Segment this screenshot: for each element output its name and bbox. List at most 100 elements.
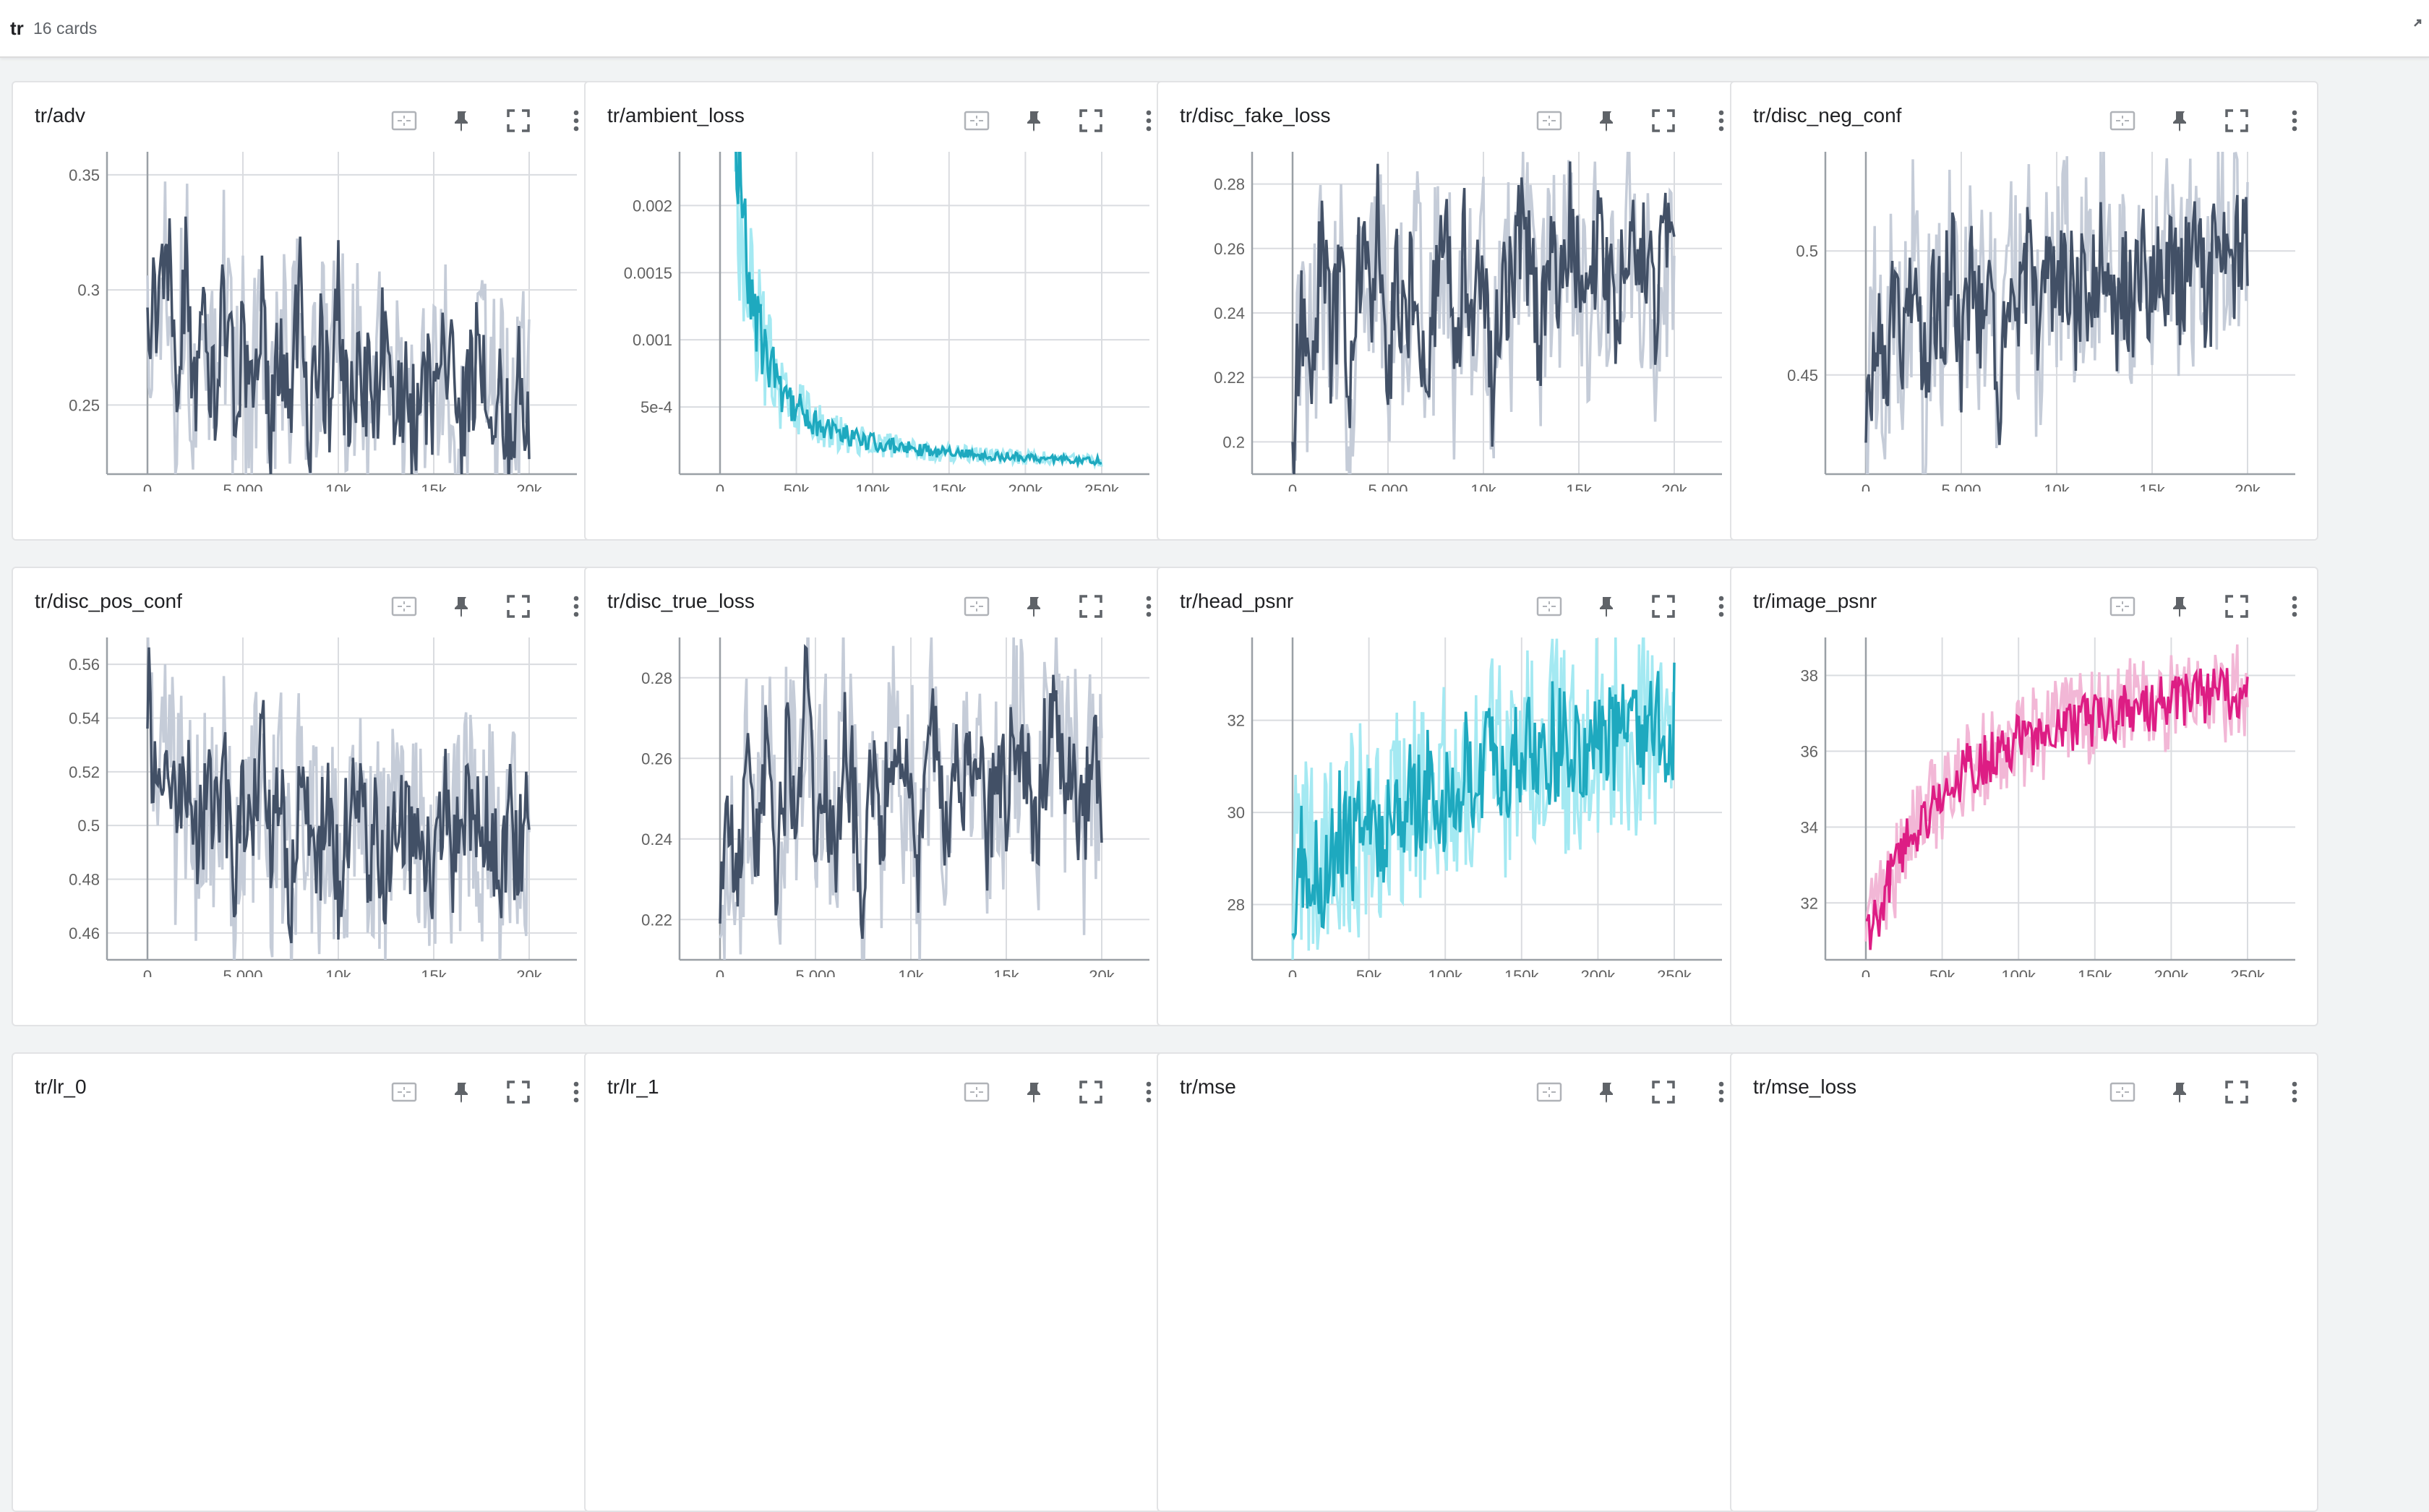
line-chart[interactable]: 32 34 36 38 0 50k 100k 150k 200k 250k xyxy=(1731,636,2317,985)
pin-icon[interactable] xyxy=(1590,590,1624,623)
card-title: tr/head_psnr xyxy=(1180,590,1294,612)
fullscreen-icon[interactable] xyxy=(1647,1075,1680,1109)
x-tick-label: 250k xyxy=(2230,967,2266,977)
card-title: tr/disc_neg_conf xyxy=(1753,104,1902,126)
pin-icon[interactable] xyxy=(445,104,479,137)
x-tick-label: 0 xyxy=(716,481,724,491)
fullscreen-icon[interactable] xyxy=(1074,104,1108,137)
fit-domain-icon[interactable] xyxy=(2106,590,2139,623)
pin-icon[interactable] xyxy=(1018,104,1051,137)
y-tick-label: 32 xyxy=(1801,894,1818,912)
fullscreen-icon[interactable] xyxy=(1074,590,1108,623)
series-group xyxy=(146,637,531,960)
pin-icon[interactable] xyxy=(1018,590,1051,623)
pin-icon[interactable] xyxy=(1590,104,1624,137)
pin-icon[interactable] xyxy=(1018,1075,1051,1109)
scalar-card[interactable]: tr/mse xyxy=(1157,1052,1745,1512)
series-group xyxy=(1291,637,1676,960)
x-tick-label: 0 xyxy=(1288,967,1297,977)
line-chart[interactable]: 0.25 0.3 0.35 0 5,000 10k 15k 20k xyxy=(13,150,599,499)
scalar-card[interactable]: tr/lr_0 xyxy=(12,1052,600,1512)
scalar-card[interactable]: tr/image_psnr 32 34 36 38 0 50k 100k 150k 200k 250… xyxy=(1730,567,2318,1026)
fullscreen-icon[interactable] xyxy=(2220,590,2253,623)
fit-domain-icon[interactable] xyxy=(1533,1075,1566,1109)
fit-domain-icon[interactable] xyxy=(960,590,993,623)
scalar-card[interactable]: tr/lr_1 xyxy=(584,1052,1173,1512)
fullscreen-icon[interactable] xyxy=(502,1075,535,1109)
fit-domain-icon[interactable] xyxy=(960,104,993,137)
y-tick-label: 0.45 xyxy=(1787,366,1818,385)
fullscreen-icon[interactable] xyxy=(2220,1075,2253,1109)
pin-icon[interactable] xyxy=(2164,1075,2197,1109)
series-group xyxy=(1291,152,1676,474)
fullscreen-icon[interactable] xyxy=(1647,104,1680,137)
fit-domain-icon[interactable] xyxy=(387,590,421,623)
pin-icon[interactable] xyxy=(445,1075,479,1109)
series-group xyxy=(719,637,1103,960)
card-title: tr/disc_true_loss xyxy=(607,590,755,612)
more-vert-icon[interactable] xyxy=(1705,104,1738,137)
x-tick-label: 10k xyxy=(325,967,351,977)
scalar-card[interactable]: tr/adv 0.25 0.3 0.35 0 5,000 10k 15k 20k xyxy=(12,81,600,541)
more-vert-icon[interactable] xyxy=(2278,104,2311,137)
more-vert-icon[interactable] xyxy=(2278,590,2311,623)
fullscreen-icon[interactable] xyxy=(1074,1075,1108,1109)
fullscreen-icon[interactable] xyxy=(1647,590,1680,623)
scalar-card[interactable]: tr/disc_neg_conf 0.45 0.5 0 5,000 10k 15k 20k xyxy=(1730,81,2318,541)
fullscreen-icon[interactable] xyxy=(502,590,535,623)
fit-domain-icon[interactable] xyxy=(387,1075,421,1109)
scalar-card[interactable]: tr/head_psnr 28 30 32 0 50k 100k 150k 200k 250k xyxy=(1157,567,1745,1026)
line-chart[interactable]: 28 30 32 0 50k 100k 150k 200k 250k xyxy=(1158,636,1744,985)
y-tick-label: 34 xyxy=(1801,818,1818,836)
smoothed-series-line xyxy=(734,152,1102,469)
x-tick-label: 50k xyxy=(784,481,810,491)
line-chart[interactable]: 0.22 0.24 0.26 0.28 0 5,000 10k 15k 20k xyxy=(586,636,1171,985)
x-tick-label: 100k xyxy=(2001,967,2036,977)
chart-svg: 0.2 0.22 0.24 0.26 0.28 0 5,000 10k 15k 20k xyxy=(1214,152,1722,499)
line-chart[interactable]: 0.2 0.22 0.24 0.26 0.28 0 5,000 10k 15k 20k xyxy=(1158,150,1744,499)
more-vert-icon[interactable] xyxy=(560,590,593,623)
y-tick-label: 0.35 xyxy=(69,166,100,184)
group-header[interactable]: tr 16 cards xyxy=(0,0,2429,58)
smoothed-series-line xyxy=(1291,662,1676,941)
scalar-card[interactable]: tr/disc_pos_conf 0.46 0.48 0.5 0.52 0.54 0.56 0… xyxy=(12,567,600,1026)
pin-icon[interactable] xyxy=(1590,1075,1624,1109)
x-tick-label: 0 xyxy=(143,967,152,977)
card-title: tr/mse_loss xyxy=(1753,1075,1857,1098)
fit-domain-icon[interactable] xyxy=(1533,590,1566,623)
pin-icon[interactable] xyxy=(2164,590,2197,623)
y-tick-label: 0.26 xyxy=(1214,240,1245,258)
fit-domain-icon[interactable] xyxy=(2106,104,2139,137)
fit-domain-icon[interactable] xyxy=(1533,104,1566,137)
chart-svg: 0.22 0.24 0.26 0.28 0 5,000 10k 15k 20k xyxy=(641,637,1149,985)
scalar-card[interactable]: tr/mse_loss xyxy=(1730,1052,2318,1512)
line-chart[interactable]: 0.45 0.5 0 5,000 10k 15k 20k xyxy=(1731,150,2317,499)
collapse-icon[interactable] xyxy=(2407,14,2429,36)
scalar-card[interactable]: tr/ambient_loss 5e-4 0.001 0.0015 0.002 0 50k 1… xyxy=(584,81,1173,541)
more-vert-icon[interactable] xyxy=(1705,590,1738,623)
scalar-card[interactable]: tr/disc_fake_loss 0.2 0.22 0.24 0.26 0.28 0 5,0… xyxy=(1157,81,1745,541)
series-group xyxy=(146,181,531,474)
pin-icon[interactable] xyxy=(445,590,479,623)
chart-svg: 0.46 0.48 0.5 0.52 0.54 0.56 0 5,000 10k 15k 20k xyxy=(69,637,577,985)
x-tick-label: 5,000 xyxy=(223,481,262,491)
line-chart[interactable]: 0.46 0.48 0.5 0.52 0.54 0.56 0 5,000 10k 15k 20k xyxy=(13,636,599,985)
more-vert-icon[interactable] xyxy=(560,104,593,137)
more-vert-icon[interactable] xyxy=(1132,104,1165,137)
fullscreen-icon[interactable] xyxy=(502,104,535,137)
fullscreen-icon[interactable] xyxy=(2220,104,2253,137)
x-tick-label: 5,000 xyxy=(223,967,262,977)
more-vert-icon[interactable] xyxy=(2278,1075,2311,1109)
series-group xyxy=(1864,644,2249,950)
line-chart[interactable]: 5e-4 0.001 0.0015 0.002 0 50k 100k 150k 200k 250k xyxy=(586,150,1171,499)
card-title: tr/lr_0 xyxy=(35,1075,87,1098)
fit-domain-icon[interactable] xyxy=(387,104,421,137)
pin-icon[interactable] xyxy=(2164,104,2197,137)
x-tick-label: 200k xyxy=(1008,481,1044,491)
chart-svg: 0.45 0.5 0 5,000 10k 15k 20k xyxy=(1787,152,2295,499)
scalar-card[interactable]: tr/disc_true_loss 0.22 0.24 0.26 0.28 0 5,000 1… xyxy=(584,567,1173,1026)
more-vert-icon[interactable] xyxy=(1132,590,1165,623)
fit-domain-icon[interactable] xyxy=(2106,1075,2139,1109)
fit-domain-icon[interactable] xyxy=(960,1075,993,1109)
y-tick-label: 28 xyxy=(1228,896,1245,914)
